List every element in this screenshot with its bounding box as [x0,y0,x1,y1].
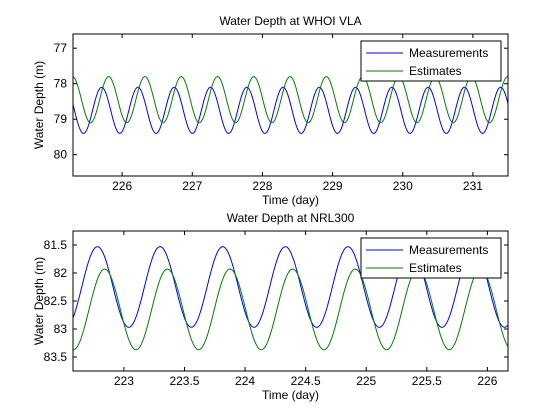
x-tick-label: 230 [393,179,413,193]
x-axis-label: Time (day) [262,193,319,207]
x-tick-label: 226 [112,179,132,193]
x-tick-label: 223.5 [169,374,199,388]
y-tick-label: 80 [54,148,68,162]
x-tick-label: 226 [477,374,497,388]
chart-title: Water Depth at WHOI VLA [219,14,361,28]
y-tick-label: 82.5 [44,294,68,308]
series-line-estimates [73,268,508,351]
series-layer [73,246,508,351]
y-tick-label: 79 [54,112,68,126]
chart-bottom-nrl300: 223 223.5 224 224.5 225 225.5 226 81.5 82 82.5 83 8… [32,211,509,402]
y-axis-label: Water Depth (m) [32,257,46,345]
x-tick-label: 231 [463,179,483,193]
legend: Measurements Estimates [360,237,502,279]
legend: Measurements Estimates [360,40,502,82]
legend-box [360,237,502,279]
y-tick-label: 82 [54,266,68,280]
x-tick-label: 227 [182,179,202,193]
chart-top-whoi-vla: 226 227 228 229 230 231 77 78 79 80 Water Depth a… [32,14,509,207]
y-tick-label: 77 [54,41,68,55]
x-tick-label: 225 [356,374,376,388]
y-tick-label: 83 [54,322,68,336]
x-tick-label: 224.5 [291,374,321,388]
y-tick-label: 81.5 [44,238,68,252]
x-tick-label: 228 [252,179,272,193]
x-tick-label: 223 [114,374,134,388]
ticks: 226 227 228 229 230 231 77 78 79 80 [54,34,508,193]
legend-entry: Measurements [409,46,488,60]
y-axis-label: Water Depth (m) [32,61,46,149]
y-tick-label: 78 [54,77,68,91]
axes-frame [72,33,509,177]
x-tick-label: 229 [323,179,343,193]
axes-box [72,33,509,177]
x-axis-label: Time (day) [262,388,319,402]
legend-entry: Estimates [409,64,462,78]
x-tick-label: 225.5 [412,374,442,388]
legend-entry: Estimates [409,261,462,275]
series-line-measurements [73,86,508,134]
y-tick-label: 83.5 [44,350,68,364]
ticks: 223 223.5 224 224.5 225 225.5 226 81.5 82 82.5 83 8… [44,231,508,388]
x-tick-label: 224 [235,374,255,388]
legend-entry: Measurements [409,243,488,257]
chart-title: Water Depth at NRL300 [227,211,355,225]
legend-box [360,40,502,82]
